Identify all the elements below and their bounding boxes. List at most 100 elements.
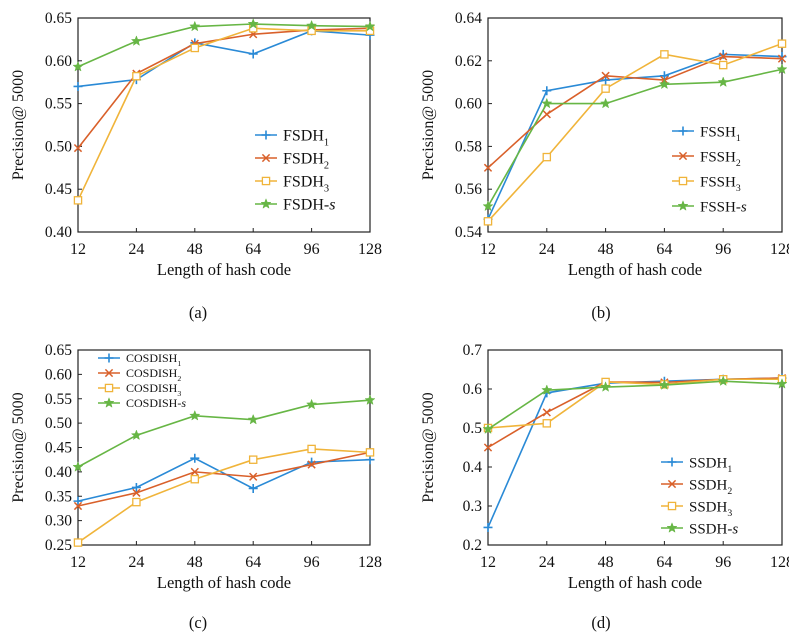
y-axis-label: Precision@ 5000: [10, 392, 27, 502]
data-point: [483, 163, 493, 172]
data-point: [249, 472, 258, 481]
series-4: [482, 63, 788, 212]
y-tick-label: 0.2: [463, 537, 482, 554]
series-3: [483, 39, 787, 226]
data-point: [73, 501, 83, 511]
legend-marker: [677, 200, 689, 211]
y-tick-label: 0.58: [455, 138, 482, 155]
legend-label: SSDH2: [689, 477, 732, 497]
data-point: [190, 453, 200, 463]
y-tick-label: 0.6: [463, 381, 483, 398]
legend-marker: [678, 176, 688, 186]
legend-label: SSDH1: [689, 455, 732, 475]
plot-frame: [77, 349, 371, 546]
legend-marker: [104, 383, 114, 393]
data-point: [776, 378, 788, 389]
data-point: [364, 394, 376, 405]
series-line: [487, 68, 783, 207]
data-point: [73, 196, 83, 205]
data-point: [73, 143, 83, 153]
x-tick-label: 96: [715, 554, 731, 571]
legend-marker: [667, 501, 677, 511]
series-line: [487, 380, 783, 430]
data-point: [599, 97, 612, 109]
legend-entry: FSSH-s: [672, 199, 747, 215]
data-point: [718, 60, 728, 70]
y-tick-label: 0.60: [45, 53, 72, 70]
y-tick-label: 0.30: [45, 513, 72, 530]
legend-label: COSDISH-s: [126, 396, 186, 410]
y-tick-label: 0.54: [455, 224, 482, 241]
legend-entry: SSDH2: [661, 477, 732, 497]
y-tick-label: 0.40: [45, 224, 72, 241]
x-tick-label: 24: [128, 554, 144, 571]
legend-entry: COSDISH1: [98, 351, 181, 368]
series-line: [77, 448, 371, 544]
x-tick-label: 48: [187, 554, 203, 571]
y-tick-label: 0.65: [45, 10, 72, 27]
legend-entry: FSDH-s: [255, 197, 335, 214]
data-point: [73, 81, 83, 91]
x-tick-label: 128: [770, 554, 789, 571]
data-point: [72, 60, 84, 72]
data-point: [247, 18, 259, 29]
data-point: [130, 429, 143, 441]
data-point: [247, 413, 259, 425]
data-point: [130, 35, 143, 46]
legend-marker: [104, 368, 114, 378]
data-point: [717, 76, 729, 87]
chart-panel-a: 0.40 0.45 0.50 0.55 0.60 0.65 12 24 48 64 96 128 Len…: [10, 10, 382, 322]
data-point: [542, 110, 551, 119]
legend-marker: [678, 126, 688, 136]
x-tick-label: 24: [539, 241, 555, 258]
data-point: [658, 379, 671, 390]
data-point: [483, 443, 493, 452]
x-tick-label: 48: [598, 241, 614, 258]
legend-label: COSDISH3: [126, 381, 181, 398]
legend-label: FSSH-s: [700, 199, 747, 215]
series-4: [482, 375, 788, 434]
series-4: [72, 18, 376, 72]
x-tick-label: 64: [656, 554, 672, 571]
data-point: [189, 409, 201, 421]
data-point: [307, 444, 316, 454]
legend-label: FSDH1: [283, 128, 329, 149]
series-line: [487, 42, 783, 222]
legend-label: FSDH3: [283, 174, 329, 195]
legend-label: FSSH3: [700, 174, 741, 194]
data-point: [248, 483, 258, 493]
x-tick-label: 12: [70, 554, 86, 571]
data-point: [482, 423, 494, 434]
legend-marker: [666, 522, 678, 533]
y-tick-label: 0.55: [45, 391, 72, 408]
data-point: [660, 50, 669, 59]
data-point: [132, 488, 141, 497]
x-tick-label: 128: [358, 241, 382, 258]
y-axis-label: Precision@ 5000: [10, 70, 27, 180]
legend-marker: [261, 153, 271, 163]
legend-label: SSDH-s: [689, 521, 738, 537]
data-point: [365, 455, 375, 465]
data-point: [542, 419, 552, 428]
y-tick-label: 0.25: [45, 537, 72, 554]
data-point: [717, 375, 729, 386]
legend-entry: SSDH3: [661, 499, 732, 519]
series-4: [72, 394, 376, 472]
data-point: [483, 522, 493, 532]
y-axis-label: Precision@ 5000: [420, 392, 437, 502]
x-axis-label: Length of hash code: [157, 573, 291, 592]
legend-entry: FSSH2: [672, 149, 741, 169]
legend-marker: [678, 151, 688, 161]
series-line: [487, 378, 782, 429]
x-tick-label: 64: [245, 241, 261, 258]
y-tick-label: 0.62: [455, 53, 482, 70]
x-tick-label: 12: [480, 241, 496, 258]
chart-panel-d: 0.2 0.3 0.4 0.5 0.6 0.7 12 24 48 64 96 128 Length of…: [420, 342, 789, 632]
panel-caption: (b): [591, 303, 610, 322]
series-line: [77, 27, 371, 149]
data-point: [305, 19, 318, 31]
series-line: [77, 399, 371, 468]
legend-marker: [260, 198, 272, 209]
x-tick-label: 128: [358, 554, 382, 571]
